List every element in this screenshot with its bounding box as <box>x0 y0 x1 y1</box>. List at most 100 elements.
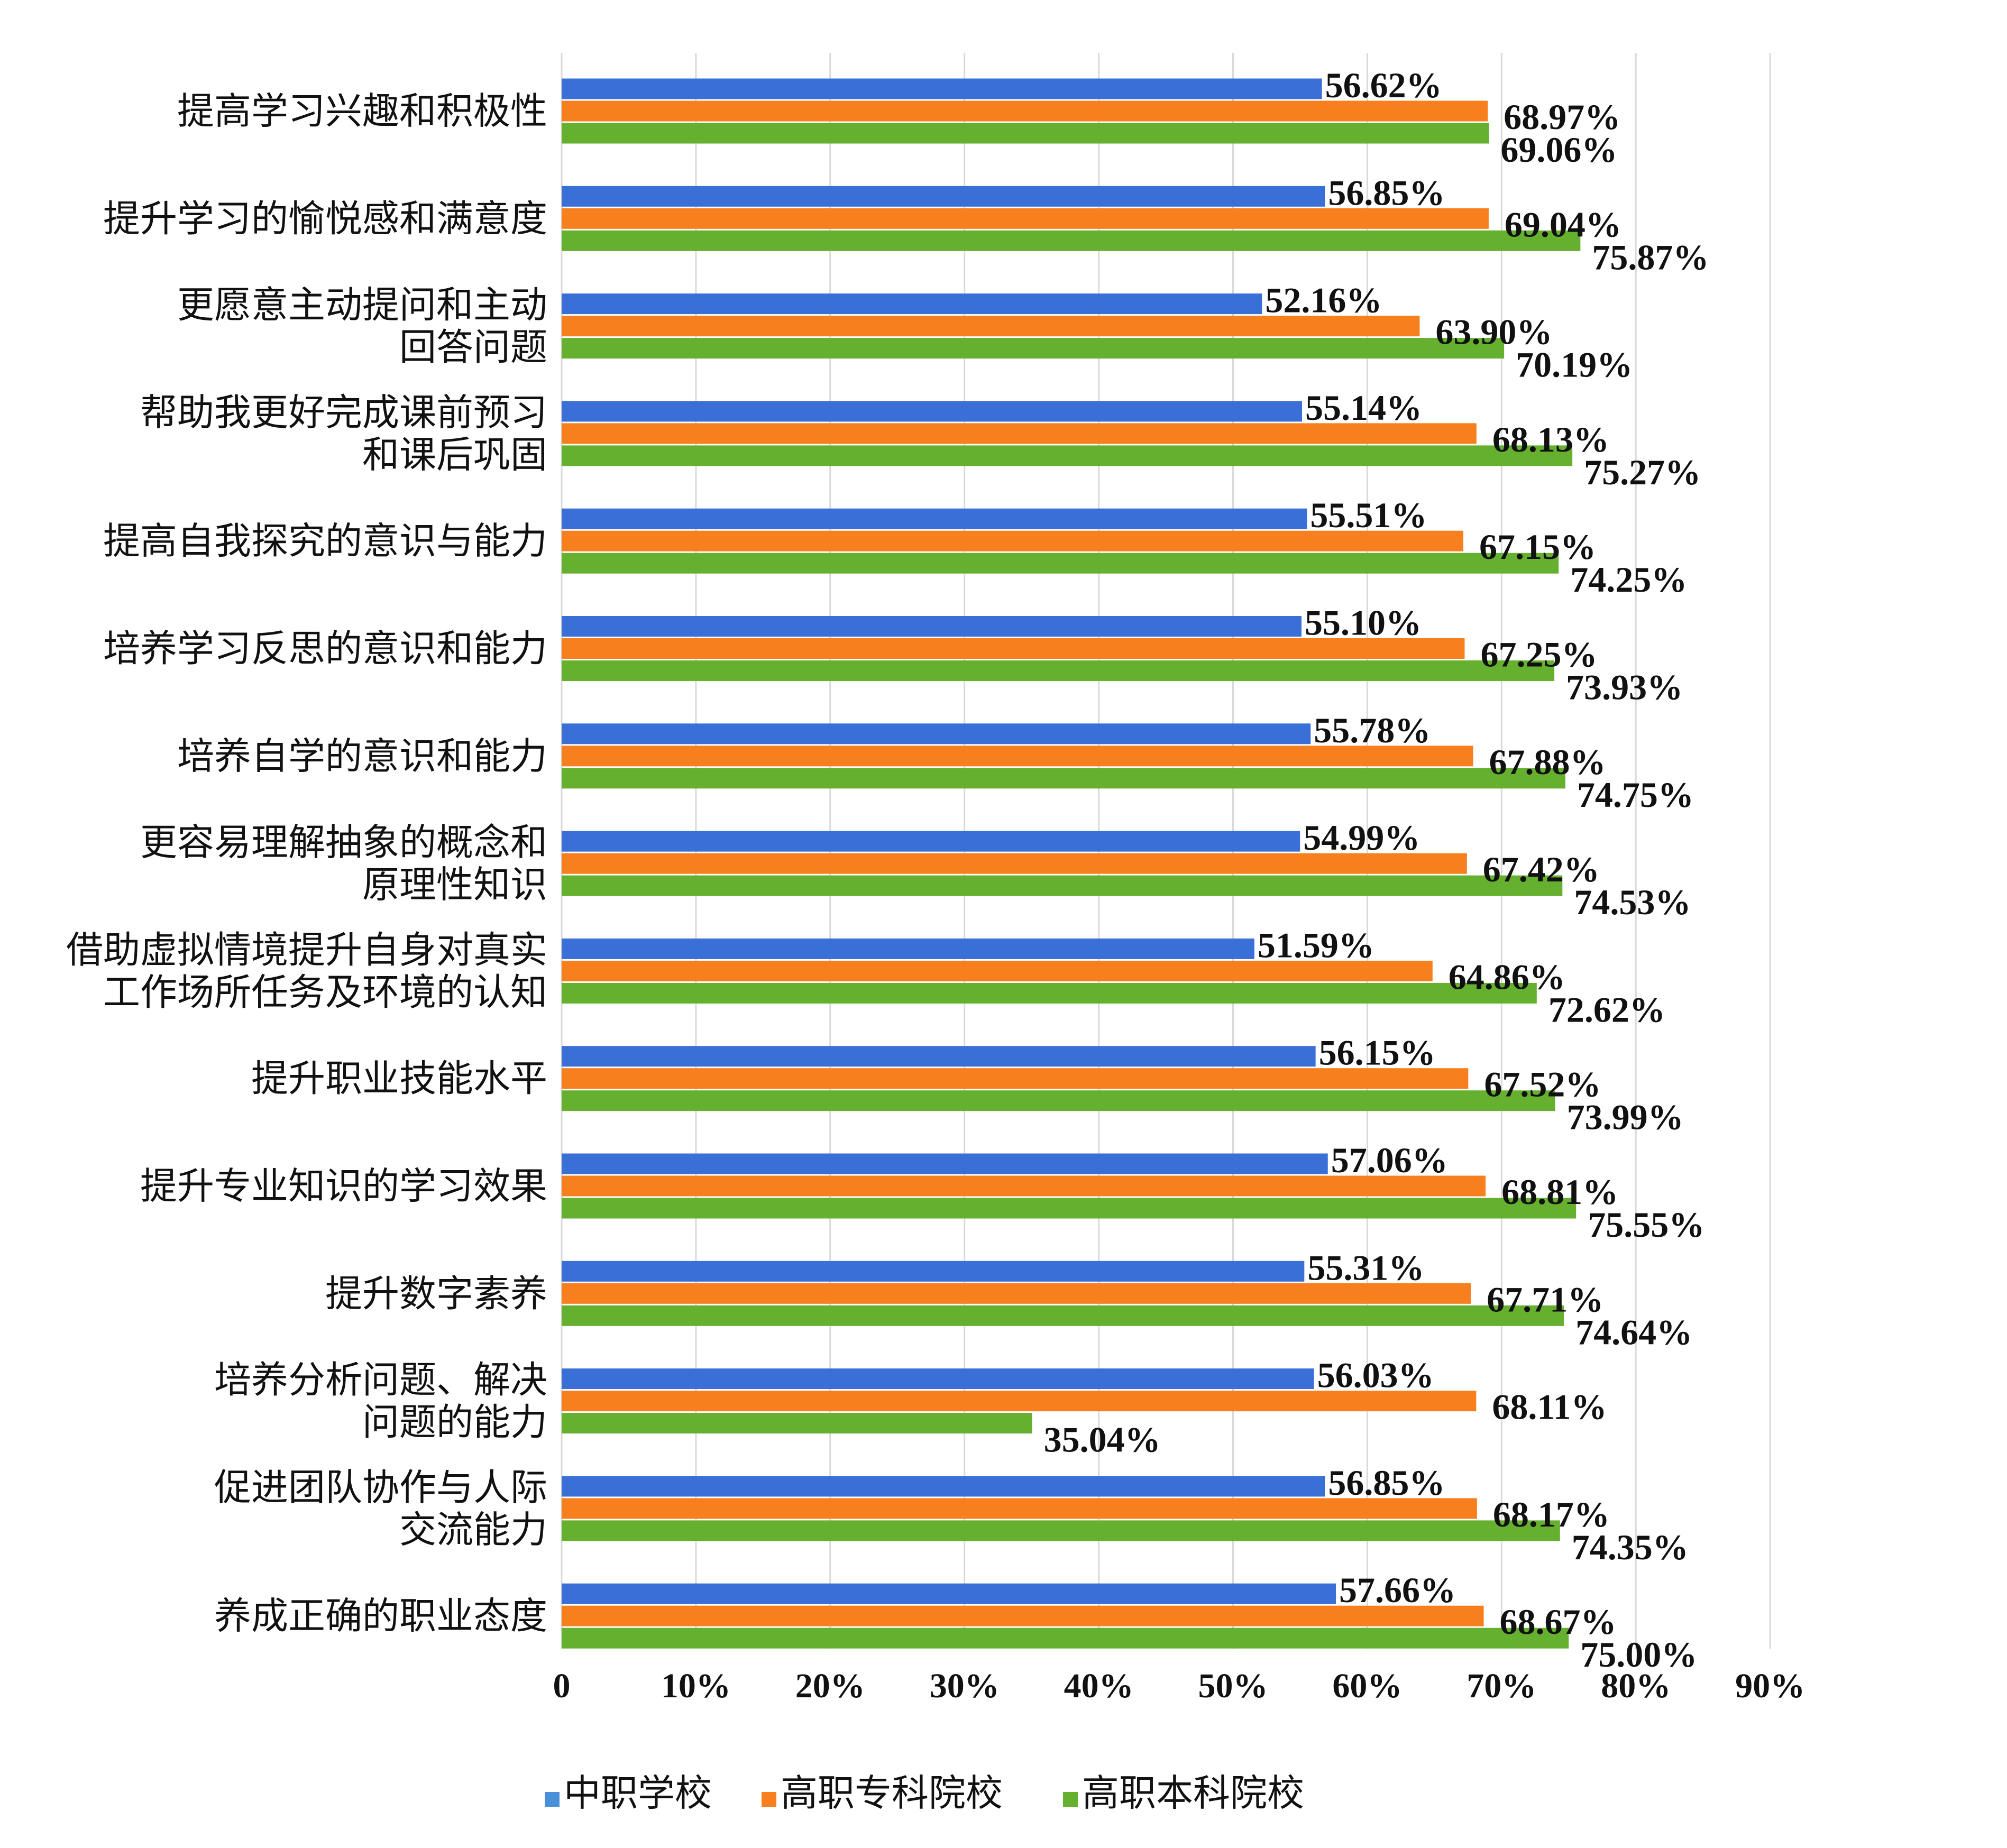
x-tick-label: 90% <box>1735 1667 1805 1705</box>
data-label: 52.16% <box>1265 280 1382 320</box>
data-label: 68.97% <box>1504 97 1620 137</box>
x-tick-label: 20% <box>795 1667 865 1705</box>
data-label: 56.15% <box>1319 1033 1436 1073</box>
data-label: 74.75% <box>1577 775 1694 815</box>
x-tick-label: 0 <box>553 1667 571 1705</box>
data-label: 70.19% <box>1516 345 1633 385</box>
bar <box>562 1198 1577 1219</box>
data-label: 63.90% <box>1435 312 1552 352</box>
bar <box>562 316 1420 337</box>
legend-label: 中职学校 <box>564 1771 712 1815</box>
category-label: 原理性知识 <box>362 863 547 906</box>
bar <box>562 1068 1469 1089</box>
bar <box>562 1305 1564 1326</box>
bar <box>562 78 1322 99</box>
data-label: 56.03% <box>1317 1355 1434 1395</box>
data-label: 74.53% <box>1574 882 1691 922</box>
data-label: 68.17% <box>1493 1494 1610 1534</box>
data-label: 75.87% <box>1592 237 1709 277</box>
category-label: 促进团队协作与人际 <box>214 1466 547 1509</box>
bar <box>562 530 1463 551</box>
bar <box>562 230 1581 251</box>
data-label: 56.85% <box>1328 1463 1445 1503</box>
data-label: 69.06% <box>1500 130 1617 170</box>
bar <box>562 1368 1314 1390</box>
category-label: 养成正确的职业态度 <box>214 1594 547 1638</box>
bar <box>562 853 1467 874</box>
data-label: 75.27% <box>1584 452 1701 492</box>
category-label: 借助虚拟情境提升自身对真实 <box>66 928 547 971</box>
bar <box>562 338 1505 359</box>
bar <box>562 1520 1560 1541</box>
category-label: 提高学习兴趣和积极性 <box>177 89 547 133</box>
category-label: 提升学习的愉悦感和满意度 <box>103 197 547 240</box>
legend-swatch <box>762 1792 776 1807</box>
data-label: 69.04% <box>1505 204 1621 244</box>
data-label: 56.62% <box>1325 65 1442 105</box>
bar <box>562 616 1302 637</box>
data-label: 68.67% <box>1500 1602 1617 1642</box>
bar <box>562 938 1254 959</box>
data-label: 57.66% <box>1339 1570 1456 1610</box>
bar <box>562 1476 1325 1497</box>
bar <box>562 208 1489 229</box>
x-axis-tick-labels: 0 10% 20% 30% 40% 50% 60% 70% 80% 90% <box>553 1667 1806 1705</box>
data-label: 68.13% <box>1492 419 1609 459</box>
data-label: 75.55% <box>1588 1205 1704 1245</box>
bar <box>562 1605 1484 1626</box>
data-label: 67.42% <box>1483 849 1600 889</box>
category-label: 培养自学的意识和能力 <box>177 734 547 778</box>
data-label: 74.25% <box>1570 559 1687 600</box>
bar <box>562 982 1537 1004</box>
data-label: 68.81% <box>1501 1172 1618 1212</box>
data-label: 74.64% <box>1575 1312 1692 1352</box>
bar <box>562 660 1555 681</box>
bar <box>562 1046 1316 1067</box>
data-label: 55.10% <box>1305 603 1422 643</box>
bar <box>562 1628 1569 1649</box>
bar <box>562 1153 1328 1174</box>
legend-label: 高职本科院校 <box>1082 1771 1304 1815</box>
category-label: 回答问题 <box>399 326 547 369</box>
category-label: 交流能力 <box>399 1508 547 1551</box>
bar <box>562 831 1300 852</box>
data-label: 55.78% <box>1314 710 1431 750</box>
data-label: 64.86% <box>1449 957 1565 997</box>
data-label: 51.59% <box>1258 925 1374 965</box>
data-labels: 56.62% 68.97%69.06% 56.85% 69.04%75.87% 52.1… <box>1044 65 1709 1675</box>
bar <box>562 1391 1477 1412</box>
bar <box>562 1090 1555 1111</box>
x-tick-label: 60% <box>1332 1667 1402 1705</box>
bar <box>562 293 1262 315</box>
data-label: 55.14% <box>1305 388 1422 428</box>
bar <box>562 553 1559 574</box>
bar <box>562 1413 1032 1434</box>
bar <box>562 960 1433 981</box>
category-label: 工作场所任务及环境的认知 <box>103 970 547 1014</box>
category-label: 培养学习反思的意识和能力 <box>103 627 547 670</box>
data-label: 73.93% <box>1566 667 1683 707</box>
bar <box>562 100 1488 122</box>
bar <box>562 723 1311 744</box>
data-label: 67.71% <box>1487 1279 1603 1319</box>
data-label: 56.85% <box>1328 172 1445 213</box>
category-labels: 提高学习兴趣和积极性提升学习的愉悦感和满意度更愿意主动提问和主动回答问题帮助我更… <box>66 89 547 1638</box>
bar <box>562 1261 1305 1282</box>
category-label: 提升职业技能水平 <box>251 1057 547 1100</box>
bar <box>562 1498 1477 1519</box>
x-tick-label: 50% <box>1198 1667 1268 1705</box>
bar <box>562 638 1465 659</box>
bar <box>562 1283 1471 1304</box>
bar <box>562 423 1477 444</box>
category-label: 提高自我探究的意识与能力 <box>103 519 547 563</box>
data-label: 74.35% <box>1572 1527 1689 1567</box>
bar <box>562 123 1489 144</box>
x-tick-label: 80% <box>1601 1667 1671 1705</box>
data-label: 67.15% <box>1479 527 1596 567</box>
bar <box>562 768 1565 789</box>
data-label: 67.25% <box>1480 635 1597 675</box>
legend: 中职学校 高职专科院校 高职本科院校 <box>545 1771 1304 1815</box>
data-label: 67.52% <box>1484 1064 1601 1105</box>
bar <box>562 1583 1336 1604</box>
